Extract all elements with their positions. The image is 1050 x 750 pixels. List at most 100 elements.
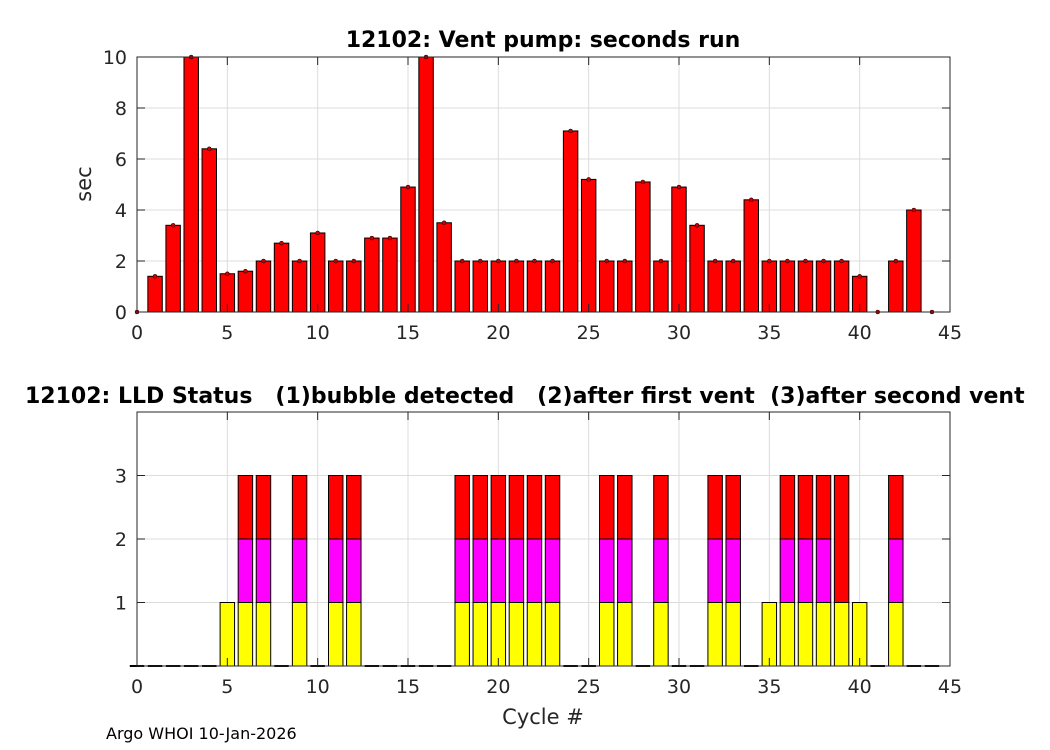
pump-bar (201, 148, 217, 313)
bottom-x-tick-label: 35 (757, 676, 781, 698)
lld-status-segment (544, 538, 561, 603)
pump-point (911, 207, 917, 213)
pump-point (694, 223, 700, 228)
pump-point (550, 258, 555, 264)
lld-status-segment (779, 602, 796, 667)
lld-status-segment (599, 602, 615, 667)
bottom-y-tick-label: 3 (115, 466, 127, 488)
pump-point (893, 258, 899, 264)
pump-bar (797, 260, 814, 313)
pump-bar (580, 178, 597, 313)
lld-status-segment (255, 475, 272, 540)
top-x-tick-label: 40 (848, 322, 872, 344)
lld-status-segment (490, 538, 507, 603)
lld-status-segment (472, 538, 488, 603)
pump-point (767, 258, 772, 264)
pump-bar (291, 260, 308, 313)
lld-status-segment (526, 475, 543, 540)
pump-point (514, 258, 519, 264)
lld-status-segment (544, 475, 561, 540)
lld-status-segment (653, 602, 669, 667)
pump-bar (346, 260, 362, 313)
lld-status-segment (851, 602, 868, 667)
top-plot-area (137, 57, 950, 312)
pump-point (405, 184, 411, 190)
pump-bar (544, 260, 561, 313)
top-x-tick-label: 0 (131, 322, 143, 344)
pump-bar (906, 209, 922, 313)
lld-status-segment (328, 475, 344, 540)
bottom-x-tick-label: 10 (306, 676, 330, 698)
pump-bar (147, 275, 163, 313)
pump-bar (237, 270, 254, 313)
pump-point (315, 230, 320, 236)
bottom-x-tick-label: 25 (577, 676, 601, 698)
pump-bar (653, 260, 669, 313)
lld-status-segment (219, 602, 236, 667)
lld-status-segment (833, 602, 850, 667)
lld-status-segment (328, 538, 344, 603)
lld-status-segment (707, 602, 723, 667)
lld-status-segment (508, 602, 525, 667)
pump-point (351, 258, 357, 264)
pump-bar (436, 222, 452, 313)
lld-status-segment (815, 538, 832, 603)
lld-status-segment (346, 538, 362, 603)
pump-point (658, 258, 664, 264)
pump-point (749, 197, 754, 203)
pump-point (857, 274, 862, 279)
lld-status-segment (291, 602, 308, 667)
pump-bar (508, 260, 525, 313)
lld-status-segment (544, 602, 561, 667)
lld-status-segment (237, 475, 254, 540)
pump-bar (472, 260, 488, 313)
pump-bar (617, 260, 633, 313)
pump-point (207, 146, 212, 152)
pump-bar (454, 260, 470, 313)
lld-status-segment (599, 475, 615, 540)
bottom-x-tick-label: 40 (848, 676, 872, 698)
pump-point (803, 258, 808, 264)
lld-status-segment (617, 475, 633, 540)
lld-status-segment (725, 602, 741, 667)
top-y-tick-label: 0 (115, 302, 127, 324)
pump-point (730, 258, 736, 264)
lld-status-segment (526, 602, 543, 667)
top-x-tick-label: 45 (938, 322, 962, 344)
pump-bar (743, 199, 759, 313)
lld-status-segment (797, 475, 814, 540)
top-y-tick-label: 2 (115, 251, 127, 273)
pump-point (622, 258, 628, 264)
bottom-x-tick-label: 45 (938, 676, 962, 698)
lld-status-segment (888, 602, 904, 667)
lld-status-segment (472, 602, 488, 667)
lld-status-segment (255, 538, 272, 603)
pump-point (369, 235, 375, 241)
top-x-tick-label: 10 (306, 322, 330, 344)
pump-point (152, 274, 158, 279)
top-y-tick-label: 4 (115, 200, 127, 222)
lld-status-segment (617, 538, 633, 603)
top-x-tick-label: 35 (757, 322, 781, 344)
pump-point (297, 258, 302, 264)
lld-status-segment (291, 475, 308, 540)
bottom-x-tick-label: 30 (667, 676, 691, 698)
pump-point (604, 258, 609, 264)
pump-point (676, 184, 682, 190)
lld-status-segment (833, 475, 850, 603)
lld-status-segment (888, 475, 904, 540)
bottom-chart-title: 12102: LLD Status (1)bubble detected (2)… (25, 384, 1025, 409)
lld-status-segment (779, 538, 796, 603)
lld-status-segment (526, 538, 543, 603)
top-y-tick-label: 10 (103, 47, 127, 69)
pump-bar (562, 130, 579, 313)
top-chart-title: 12102: Vent pump: seconds run (346, 28, 741, 53)
bottom-x-axis-label: Cycle # (502, 705, 584, 729)
lld-status-segment (888, 538, 904, 603)
lld-status-segment (454, 538, 470, 603)
lld-status-segment (490, 475, 507, 540)
lld-status-segment (797, 538, 814, 603)
pump-bar (328, 260, 344, 313)
pump-point (478, 258, 483, 264)
